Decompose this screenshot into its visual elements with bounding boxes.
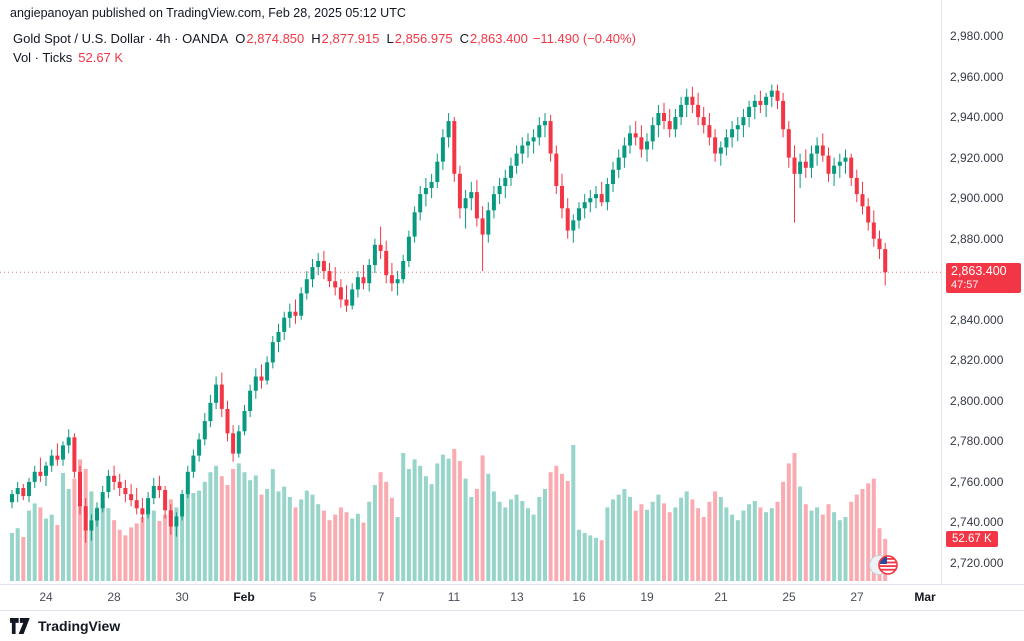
candles-layer	[10, 84, 888, 543]
ohlc-high-label: H	[311, 31, 321, 46]
price-tick-label: 2,740.000	[950, 515, 1004, 530]
last-price-badge: 2,863.400 47:57	[946, 263, 1021, 293]
price-tick-label: 2,880.000	[950, 231, 1004, 246]
ohlc-close-value: 2,863.400	[469, 31, 528, 46]
volume-layer	[10, 445, 888, 581]
bar-countdown: 47:57	[951, 279, 979, 291]
ohlc-close-label: C	[459, 31, 469, 46]
volume-value: 52.67 K	[78, 50, 124, 65]
time-axis[interactable]: 24 28 30 Feb 5 7 11 13 16 19 21 25 27 Mar	[0, 584, 1024, 611]
price-axis[interactable]: 2,980.000 2,960.000 2,940.000 2,920.000 2,90…	[941, 0, 1024, 584]
time-axis-label: 27	[850, 590, 864, 604]
footer-bar: TradingView	[0, 610, 1024, 641]
time-axis-label: 16	[572, 590, 586, 604]
ohlc-low-label: L	[386, 31, 394, 46]
time-axis-label: 11	[447, 590, 461, 604]
time-axis-label: 13	[510, 590, 524, 604]
price-tick-label: 2,840.000	[950, 312, 1004, 327]
price-tick-label: 2,780.000	[950, 434, 1004, 449]
price-tick-label: 2,820.000	[950, 353, 1004, 368]
last-price-value: 2,863.400	[951, 264, 1007, 278]
time-axis-label: 28	[107, 590, 121, 604]
ohlc-change-value: −11.490 (−0.40%)	[532, 31, 636, 46]
attribution-text: angiepanoyan published on TradingView.co…	[10, 6, 406, 20]
time-axis-label: 30	[175, 590, 189, 604]
price-tick-label: 2,900.000	[950, 191, 1004, 206]
price-tick-label: 2,920.000	[950, 150, 1004, 165]
candlestick-chart[interactable]	[0, 0, 941, 584]
price-tick-label: 2,760.000	[950, 474, 1004, 489]
ohlc-open-label: O	[235, 31, 246, 46]
legend-row-symbol: Gold Spot / U.S. Dollar · 4h · OANDA O2,8…	[13, 30, 636, 47]
time-axis-label: 21	[714, 590, 728, 604]
ohlc-open-value: 2,874.850	[246, 31, 305, 46]
price-tick-label: 2,800.000	[950, 393, 1004, 408]
time-axis-label: 5	[309, 590, 317, 604]
ohlc-low-value: 2,856.975	[394, 31, 453, 46]
legend-row-volume: Vol · Ticks 52.67 K	[13, 49, 636, 66]
price-tick-label: 2,980.000	[950, 29, 1004, 43]
time-axis-label: Feb	[233, 590, 255, 604]
price-tick-label: 2,960.000	[950, 69, 1004, 84]
ohlc-high-value: 2,877.915	[321, 31, 380, 46]
chart-legend: Gold Spot / U.S. Dollar · 4h · OANDA O2,8…	[13, 30, 636, 66]
time-axis-label: 25	[782, 590, 796, 604]
tradingview-logo[interactable]	[10, 618, 31, 634]
time-axis-label: 7	[377, 590, 385, 604]
symbol-title: Gold Spot / U.S. Dollar · 4h · OANDA	[13, 31, 229, 46]
brand-name[interactable]: TradingView	[38, 618, 121, 634]
price-tick-label: 2,940.000	[950, 110, 1004, 125]
time-axis-label: 24	[39, 590, 53, 604]
instrument-flag-icon	[869, 555, 898, 575]
price-tick-label: 2,720.000	[950, 556, 1004, 570]
volume-badge: 52.67 K	[946, 531, 998, 547]
time-axis-label: Mar	[914, 590, 936, 604]
time-axis-label: 19	[640, 590, 654, 604]
volume-label: Vol · Ticks	[13, 50, 73, 65]
